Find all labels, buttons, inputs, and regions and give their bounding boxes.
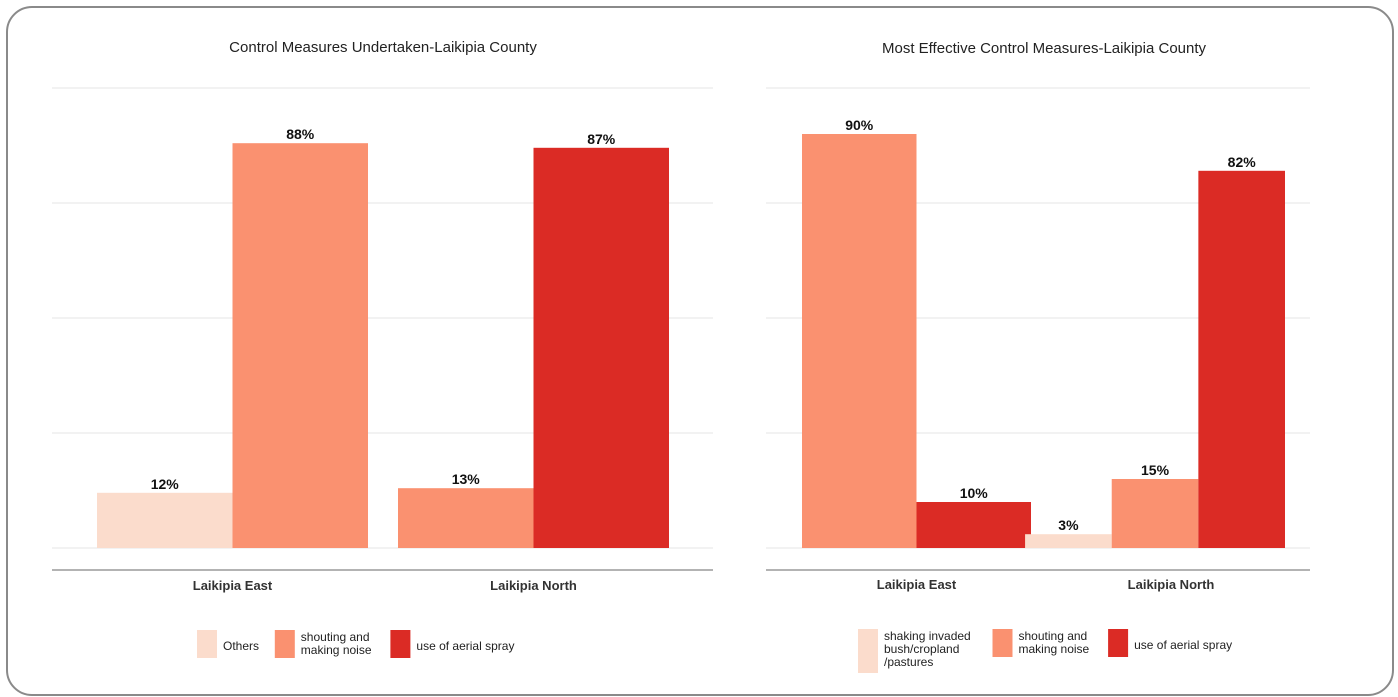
data-label: 88% [286, 126, 315, 142]
bar [534, 148, 670, 548]
data-label: 13% [452, 471, 481, 487]
bar [1112, 479, 1199, 548]
bar [398, 488, 534, 548]
data-label: 15% [1141, 462, 1170, 478]
chart-1: Control Measures Undertaken-Laikipia Cou… [52, 39, 713, 658]
legend-label: making noise [1019, 642, 1090, 656]
legend-label: bush/cropland [884, 642, 959, 656]
bar [97, 493, 233, 548]
legend-swatch [1108, 629, 1128, 657]
x-tick-label: Laikipia East [193, 578, 273, 593]
data-label: 3% [1058, 517, 1079, 533]
legend-label: shouting and [1019, 629, 1088, 643]
data-label: 87% [587, 131, 616, 147]
x-tick-label: Laikipia North [490, 578, 577, 593]
legend-label: making noise [301, 643, 372, 657]
chart-title: Most Effective Control Measures-Laikipia… [882, 40, 1207, 57]
data-label: 10% [960, 485, 989, 501]
x-tick-label: Laikipia East [877, 577, 957, 592]
legend-label: use of aerial spray [1134, 638, 1232, 652]
legend-swatch [390, 630, 410, 658]
bar [1025, 534, 1112, 548]
legend-swatch [197, 630, 217, 658]
legend-label: shaking invaded [884, 629, 971, 643]
data-label: 12% [151, 476, 180, 492]
legend-swatch [275, 630, 295, 658]
legend-swatch [993, 629, 1013, 657]
bar [917, 502, 1032, 548]
data-label: 90% [845, 117, 874, 133]
legend-swatch [858, 629, 878, 673]
legend-label: Others [223, 639, 259, 653]
bar [802, 134, 917, 548]
data-label: 82% [1228, 154, 1257, 170]
legend-label: shouting and [301, 630, 370, 644]
x-tick-label: Laikipia North [1128, 577, 1215, 592]
legend-label: /pastures [884, 655, 933, 669]
bar [1198, 171, 1285, 548]
chart-2: Most Effective Control Measures-Laikipia… [766, 40, 1310, 673]
legend-label: use of aerial spray [416, 639, 514, 653]
bar [233, 143, 369, 548]
chart-title: Control Measures Undertaken-Laikipia Cou… [229, 39, 537, 56]
